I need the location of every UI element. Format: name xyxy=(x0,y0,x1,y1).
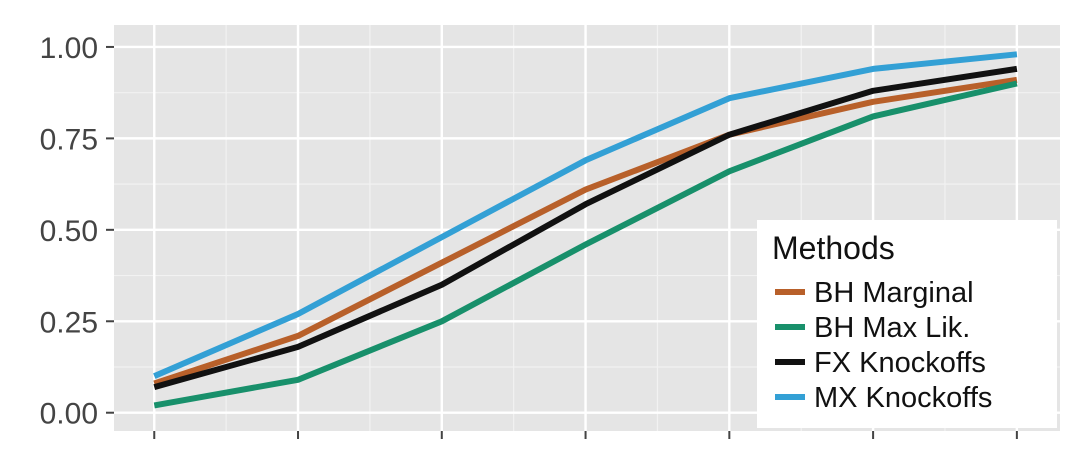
series-line-bh-marginal xyxy=(153,76,1018,387)
legend-label-bh-max-lik: BH Max Lik. xyxy=(814,312,970,344)
legend-title: Methods xyxy=(772,230,895,266)
y-tick-label: 1.00 xyxy=(40,32,98,65)
series-line-mx-knockoffs xyxy=(153,51,1018,379)
y-tick-label: 0.50 xyxy=(40,215,98,248)
legend-label-fx-knockoffs: FX Knockoffs xyxy=(814,347,986,379)
legend-label-mx-knockoffs: MX Knockoffs xyxy=(814,382,992,414)
series-line-fx-knockoffs xyxy=(153,65,1018,390)
y-axis: 0.00 0.25 0.50 0.75 1.00 xyxy=(40,32,1018,439)
legend-label-bh-marginal: BH Marginal xyxy=(814,277,974,309)
legend-box xyxy=(757,220,1057,428)
y-tick-label: 0.00 xyxy=(40,398,98,431)
series-line-bh-max-lik xyxy=(153,80,1018,409)
y-tick-label: 0.25 xyxy=(40,306,98,339)
y-tick-label: 0.75 xyxy=(40,123,98,156)
series-lines xyxy=(153,51,1018,409)
